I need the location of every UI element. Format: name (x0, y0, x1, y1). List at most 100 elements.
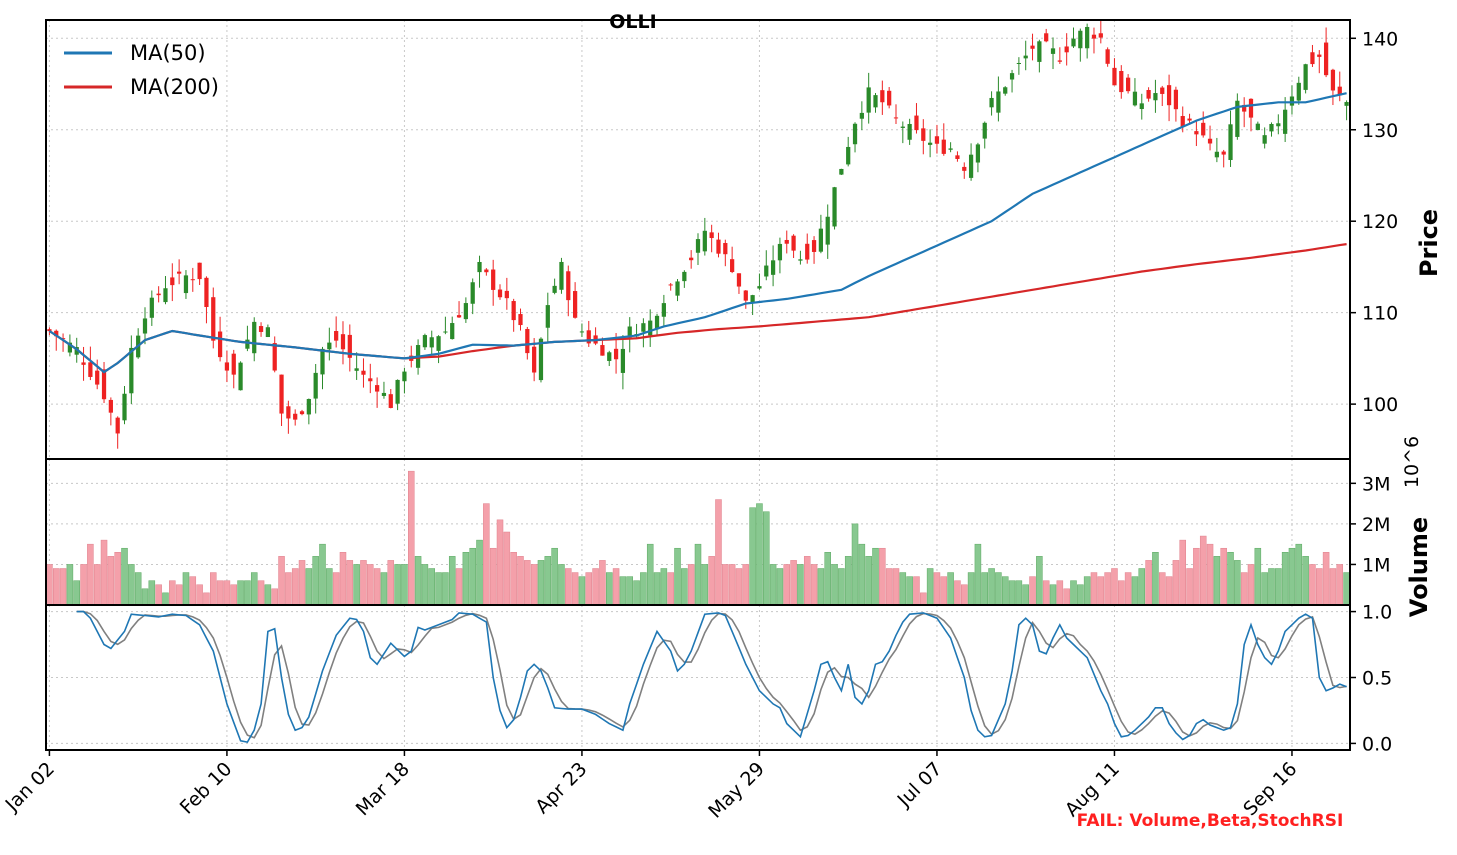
candle-body (190, 279, 195, 281)
candle-body (907, 123, 912, 140)
candle-body (163, 288, 168, 303)
volume-bar (141, 588, 149, 606)
volume-bar (312, 556, 319, 606)
volume-bar (722, 564, 729, 606)
volume-bar (1063, 588, 1070, 606)
candle-body (511, 301, 516, 321)
x-tick-label: Mar 18 (352, 758, 414, 820)
volume-bar (285, 572, 292, 606)
candle-body (818, 228, 824, 252)
volume-bar (1172, 560, 1180, 606)
candle-body (798, 259, 803, 261)
candle-body (1064, 46, 1069, 53)
volume-bar (524, 560, 531, 606)
volume-bar (817, 568, 825, 606)
candle-body (1262, 135, 1267, 144)
volume-bar (551, 547, 558, 606)
candle-body (1187, 118, 1192, 121)
volume-bar (660, 568, 668, 606)
volume-bar (1131, 576, 1139, 606)
candle-body (402, 371, 407, 382)
candle-body (613, 348, 619, 360)
candle-body (566, 271, 571, 301)
volume-bar (838, 568, 845, 606)
candle-body (463, 303, 468, 320)
volume-bar (52, 568, 60, 606)
ma50-line (48, 92, 1347, 374)
legend-ma200-label: MA(200) (130, 75, 219, 99)
volume-bar (517, 556, 524, 606)
candle-body (252, 321, 257, 354)
volume-bar (503, 531, 511, 606)
volume-bar (565, 568, 572, 606)
volume-bar (967, 572, 975, 606)
candle-body (361, 370, 366, 375)
volume-bar (810, 564, 818, 606)
price-tick-label: 100 (1362, 394, 1398, 416)
volume-bar (1090, 572, 1098, 606)
candle-body (559, 261, 564, 290)
volume-bar (353, 564, 360, 606)
volume-bar (87, 543, 94, 606)
volume-bar (305, 568, 313, 606)
candle-body (504, 290, 509, 299)
candle-body (334, 331, 339, 341)
candle-body (648, 320, 653, 336)
volume-bar (885, 568, 893, 606)
volume-bar (708, 556, 715, 606)
volume-bar (448, 556, 456, 606)
candle-body (497, 289, 503, 298)
candle-body (914, 115, 919, 131)
candle-body (238, 362, 243, 391)
candle-body (873, 95, 878, 108)
volume-bar (667, 572, 674, 606)
volume-bar (1322, 552, 1330, 606)
volume-bar (230, 584, 238, 606)
candle-body (1235, 100, 1240, 137)
candle-body (1180, 116, 1185, 127)
candle-body (607, 352, 612, 361)
candle-body (955, 155, 960, 159)
volume-bar (831, 564, 838, 606)
candle-body (784, 239, 789, 244)
volume-bar (346, 560, 354, 606)
volume-bar (169, 580, 176, 606)
volume-exponent-label: 10^6 (1401, 436, 1423, 488)
candle-body (279, 374, 284, 414)
volume-bar (599, 560, 606, 606)
candle-body (750, 295, 755, 303)
x-tick-label: May 29 (704, 758, 769, 823)
volume-bar (701, 564, 709, 606)
volume-bar (1254, 547, 1262, 606)
candle-body (572, 291, 578, 318)
candle-body (320, 348, 325, 375)
candle-body (456, 315, 462, 318)
candle-body (340, 334, 346, 350)
price-tick-label: 120 (1362, 211, 1398, 233)
candle-body (1269, 123, 1274, 132)
candle-body (1214, 151, 1219, 158)
volume-bar (66, 564, 74, 606)
candle-body (757, 286, 762, 289)
volume-bar (920, 592, 927, 606)
volume-bar (694, 543, 702, 606)
candle-body (47, 329, 52, 332)
candle-body (928, 142, 933, 145)
volume-bar (687, 564, 695, 606)
volume-bar (865, 556, 872, 606)
volume-bar (80, 564, 87, 606)
candle-body (286, 406, 291, 419)
volume-bar (414, 556, 422, 606)
volume-bar (46, 564, 53, 606)
candle-body (368, 378, 373, 382)
volume-bar (1056, 580, 1064, 606)
candle-body (217, 331, 223, 358)
candle-body (108, 399, 113, 413)
volume-bar (783, 564, 791, 606)
candle-body (265, 327, 271, 338)
candle-body (764, 265, 769, 277)
stochrsi-tick-label: 0.0 (1362, 733, 1392, 755)
stochrsi-tick-label: 0.5 (1362, 668, 1392, 690)
candle-body (299, 411, 305, 415)
stochrsi-d-line (76, 610, 1347, 739)
